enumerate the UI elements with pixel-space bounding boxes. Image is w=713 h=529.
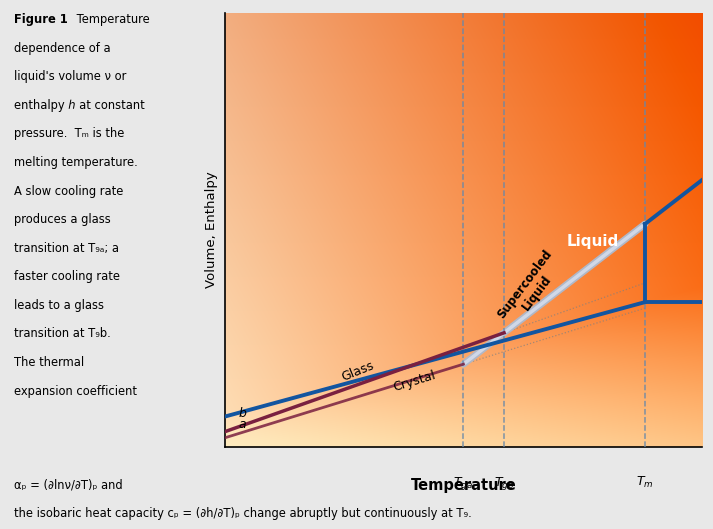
Text: produces a glass: produces a glass [14,213,111,226]
Text: Glass: Glass [339,359,376,384]
Text: the isobaric heat capacity cₚ = (∂h/∂Τ)ₚ change abruptly but continuously at Τ₉.: the isobaric heat capacity cₚ = (∂h/∂Τ)ₚ… [14,507,472,521]
Text: expansion coefficient: expansion coefficient [14,385,138,398]
Text: Temperature: Temperature [73,13,150,26]
Text: The thermal: The thermal [14,356,84,369]
Text: transition at Τ₉ₐ; a: transition at Τ₉ₐ; a [14,242,119,255]
Text: b: b [239,407,247,420]
Text: dependence of a: dependence of a [14,42,111,55]
Text: liquid's volume ν or: liquid's volume ν or [14,70,127,84]
Text: A slow cooling rate: A slow cooling rate [14,185,123,198]
Y-axis label: Volume, Enthalpy: Volume, Enthalpy [205,172,217,288]
Text: enthalpy ℎ at constant: enthalpy ℎ at constant [14,99,145,112]
Text: transition at Τ₉b.: transition at Τ₉b. [14,327,111,341]
Text: melting temperature.: melting temperature. [14,156,138,169]
X-axis label: Temperature: Temperature [411,478,516,492]
Text: Figure 1: Figure 1 [14,13,68,26]
Text: $T_{\mathregular{gb}}$: $T_{\mathregular{gb}}$ [494,475,514,492]
Text: leads to a glass: leads to a glass [14,299,104,312]
Text: a: a [239,418,247,431]
Text: faster cooling rate: faster cooling rate [14,270,120,284]
Text: αₚ = (∂lnν/∂Τ)ₚ and: αₚ = (∂lnν/∂Τ)ₚ and [14,479,123,492]
Text: Supercooled
Liquid: Supercooled Liquid [495,248,566,330]
Text: Liquid: Liquid [566,234,618,249]
Text: Crystal: Crystal [392,368,438,394]
Text: $T_{\mathregular{ga}}$: $T_{\mathregular{ga}}$ [453,475,473,492]
Text: $T_{\mathregular{m}}$: $T_{\mathregular{m}}$ [636,475,654,490]
Text: pressure.  Τₘ is the: pressure. Τₘ is the [14,127,125,141]
